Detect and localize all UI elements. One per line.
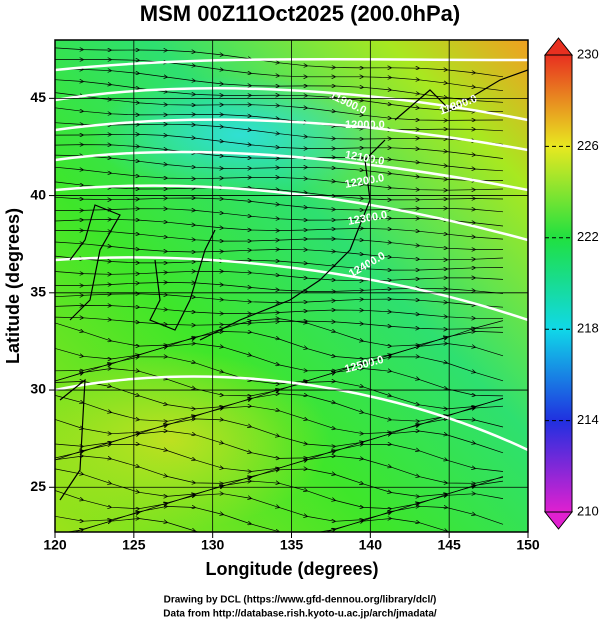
contours — [55, 57, 528, 452]
colorbar-tick-label: 230 — [577, 46, 599, 61]
y-tick-label: 45 — [30, 89, 46, 105]
x-tick-label: 150 — [516, 537, 540, 553]
colorbar — [544, 54, 573, 513]
streamline — [55, 271, 504, 281]
x-tick-label: 120 — [43, 537, 67, 553]
title: MSM 00Z11Oct2025 (200.0hPa) — [140, 1, 460, 26]
footer-line: Data from http://database.rish.kyoto-u.a… — [163, 609, 437, 620]
streamline — [55, 305, 503, 318]
footer-line: Drawing by DCL (https://www.gfd-dennou.o… — [164, 595, 437, 606]
colorbar-tick-label: 222 — [577, 229, 599, 244]
colorbar-tick-label: 226 — [577, 138, 599, 153]
colorbar-tick-label: 214 — [577, 412, 599, 427]
y-tick-label: 30 — [30, 381, 46, 397]
coastline — [59, 69, 528, 501]
colorbar-tick-label: 218 — [577, 321, 599, 336]
x-tick-label: 140 — [359, 537, 383, 553]
colorbar-tick-label: 210 — [577, 503, 599, 518]
x-axis-label: Longitude (degrees) — [205, 559, 378, 579]
streamline — [55, 294, 504, 308]
x-tick-label: 125 — [122, 537, 146, 553]
colorbar-min-arrow — [543, 511, 574, 530]
x-tick-label: 135 — [280, 537, 304, 553]
streamline — [55, 282, 504, 294]
x-tick-label: 130 — [201, 537, 225, 553]
streamline — [73, 519, 503, 532]
y-tick-label: 40 — [30, 186, 46, 202]
colorbar-max-arrow — [543, 37, 574, 56]
y-tick-label: 25 — [30, 478, 46, 494]
contour-label: 12000.0 — [345, 119, 385, 131]
y-tick-label: 35 — [30, 284, 46, 300]
x-tick-label: 145 — [437, 537, 461, 553]
y-axis-label: Latitude (degrees) — [3, 208, 23, 364]
